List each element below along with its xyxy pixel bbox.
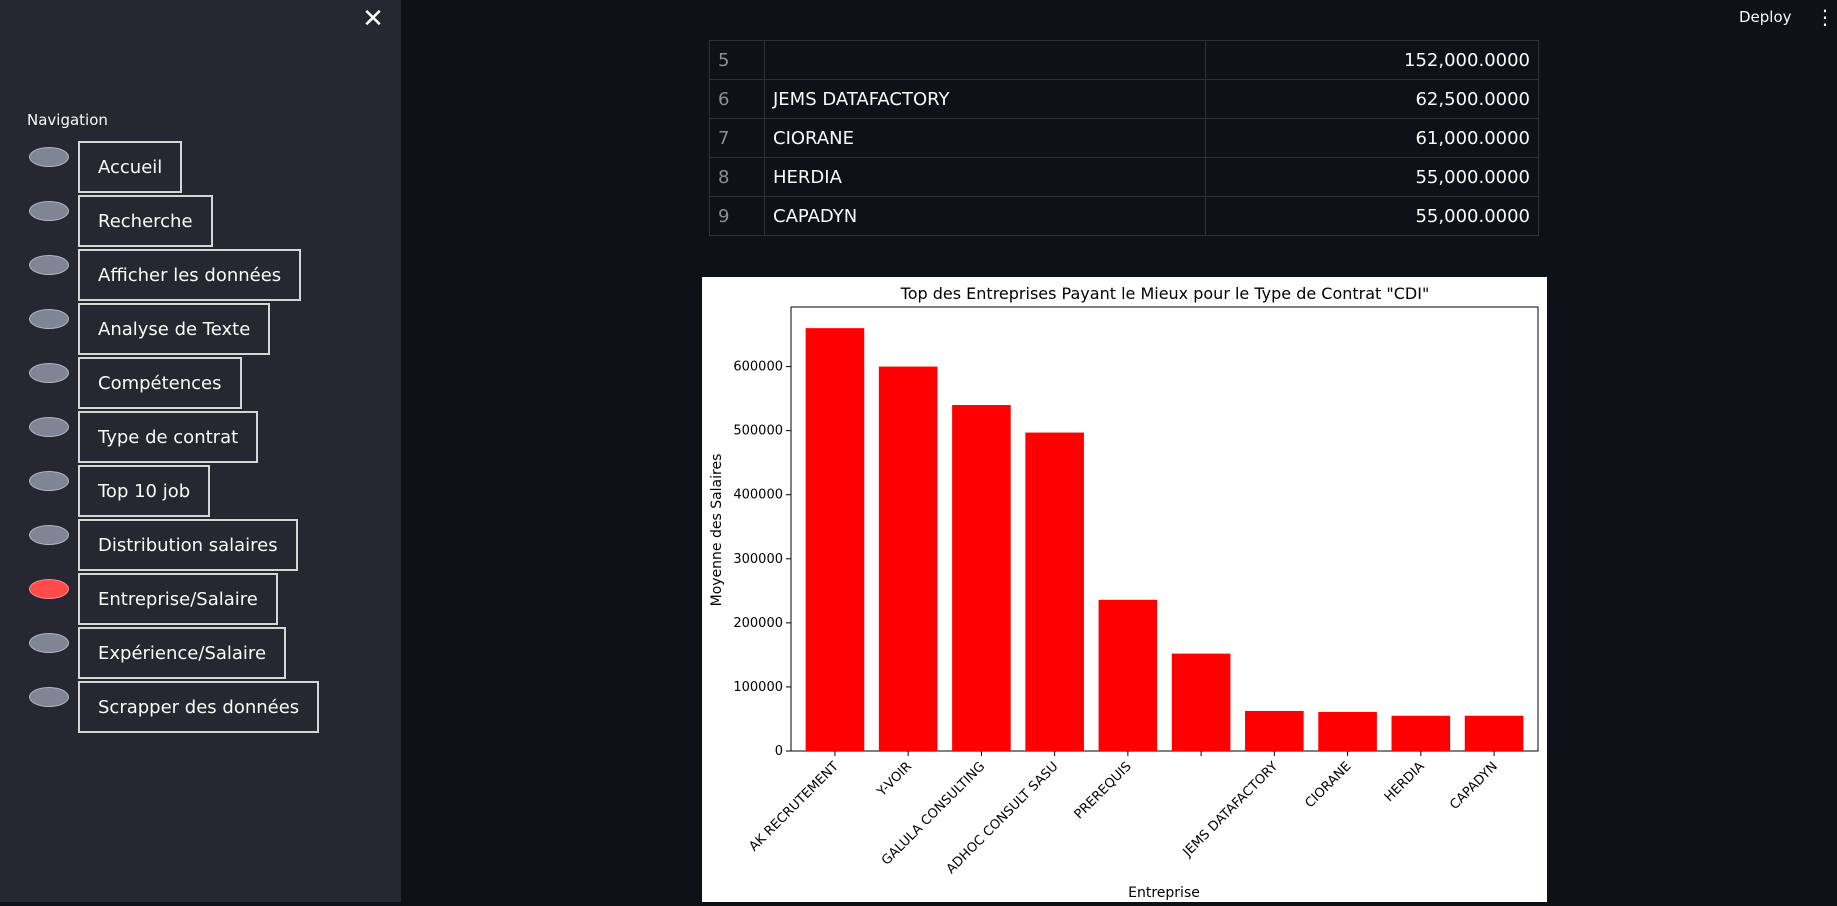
table-row: 8 HERDIA 55,000.0000 <box>709 157 1539 197</box>
radio-button[interactable] <box>29 579 69 599</box>
table-row: 9 CAPADYN 55,000.0000 <box>709 196 1539 236</box>
plot-frame <box>790 306 1539 752</box>
company-cell: JEMS DATAFACTORY <box>764 79 1206 119</box>
row-index: 5 <box>709 40 765 80</box>
nav-item[interactable]: Accueil <box>27 141 397 195</box>
y-tick-label: 600000 <box>733 360 783 375</box>
y-tick-label: 100000 <box>733 680 783 695</box>
table-row: 6 JEMS DATAFACTORY 62,500.0000 <box>709 79 1539 119</box>
radio-button[interactable] <box>29 687 69 707</box>
radio-button[interactable] <box>29 633 69 653</box>
nav-item[interactable]: Distribution salaires <box>27 519 397 573</box>
nav-item-label[interactable]: Expérience/Salaire <box>78 627 287 679</box>
y-tick-label: 500000 <box>733 424 783 439</box>
x-axis-label: Entreprise <box>1128 885 1200 901</box>
data-table: 5 152,000.0000 6 JEMS DATAFACTORY 62,500.000… <box>709 40 1539 236</box>
y-tick-label: 0 <box>775 744 783 759</box>
chart-svg: Top des Entreprises Payant le Mieux pour… <box>709 284 1539 901</box>
bar <box>1245 710 1304 751</box>
company-cell <box>764 40 1206 80</box>
navigation-label: Navigation <box>27 111 108 129</box>
nav-item[interactable]: Type de contrat <box>27 411 397 465</box>
row-index: 7 <box>709 118 765 158</box>
company-cell: CIORANE <box>764 118 1206 158</box>
nav-item-label[interactable]: Top 10 job <box>78 465 211 517</box>
radio-button[interactable] <box>29 147 69 167</box>
x-tick-label: AK RECRUTEMENT <box>747 759 842 854</box>
sidebar: ✕ Navigation Accueil Recherche Afficher le… <box>0 0 401 902</box>
table-row: 7 CIORANE 61,000.0000 <box>709 118 1539 158</box>
nav-item-label[interactable]: Scrapper des données <box>78 681 320 733</box>
nav-item-label[interactable]: Analyse de Texte <box>78 303 271 355</box>
row-index: 8 <box>709 157 765 197</box>
nav-item-label[interactable]: Type de contrat <box>78 411 259 463</box>
radio-button[interactable] <box>29 363 69 383</box>
deploy-button[interactable]: Deploy <box>1739 8 1792 26</box>
bar <box>878 366 938 751</box>
bar <box>1464 715 1524 751</box>
nav-item-label[interactable]: Afficher les données <box>78 249 302 301</box>
bar <box>1025 432 1084 751</box>
bar <box>1098 599 1158 751</box>
bar-chart: Top des Entreprises Payant le Mieux pour… <box>702 277 1547 902</box>
radio-button[interactable] <box>29 525 69 545</box>
nav-item[interactable]: Analyse de Texte <box>27 303 397 357</box>
row-index: 6 <box>709 79 765 119</box>
y-tick-label: 300000 <box>733 552 783 567</box>
nav-item[interactable]: Afficher les données <box>27 249 397 303</box>
radio-button[interactable] <box>29 201 69 221</box>
row-index: 9 <box>709 196 765 236</box>
radio-button[interactable] <box>29 417 69 437</box>
salary-cell: 61,000.0000 <box>1205 118 1539 158</box>
bar <box>952 405 1011 751</box>
radio-button[interactable] <box>29 471 69 491</box>
company-cell: CAPADYN <box>764 196 1206 236</box>
nav-item-label[interactable]: Compétences <box>78 357 242 409</box>
x-tick-label: CAPADYN <box>1447 759 1501 813</box>
nav-item[interactable]: Recherche <box>27 195 397 249</box>
chart-title: Top des Entreprises Payant le Mieux pour… <box>900 284 1430 303</box>
bar <box>805 328 865 751</box>
salary-cell: 55,000.0000 <box>1205 196 1539 236</box>
x-tick-label: PREREQUIS <box>1072 759 1135 822</box>
company-cell: HERDIA <box>764 157 1206 197</box>
y-axis-label: Moyenne des Salaires <box>709 454 725 607</box>
close-icon[interactable]: ✕ <box>362 4 384 34</box>
x-tick-label: Y-VOIR <box>874 759 915 800</box>
bar <box>1391 715 1451 751</box>
nav-item[interactable]: Compétences <box>27 357 397 411</box>
table-row: 5 152,000.0000 <box>709 40 1539 80</box>
nav-item[interactable]: Expérience/Salaire <box>27 627 397 681</box>
kebab-menu-icon[interactable]: ⋮ <box>1815 5 1835 29</box>
radio-button[interactable] <box>29 309 69 329</box>
salary-cell: 152,000.0000 <box>1205 40 1539 80</box>
nav-item[interactable]: Top 10 job <box>27 465 397 519</box>
x-tick-label: HERDIA <box>1382 759 1428 805</box>
bar <box>1318 711 1377 751</box>
nav-item-label[interactable]: Accueil <box>78 141 183 193</box>
bar <box>1171 653 1231 751</box>
nav-item[interactable]: Entreprise/Salaire <box>27 573 397 627</box>
nav-item-label[interactable]: Distribution salaires <box>78 519 298 571</box>
salary-cell: 62,500.0000 <box>1205 79 1539 119</box>
x-tick-label: JEMS DATAFACTORY <box>1180 759 1281 860</box>
nav-item-label[interactable]: Entreprise/Salaire <box>78 573 278 625</box>
y-tick-label: 200000 <box>733 616 783 631</box>
radio-button[interactable] <box>29 255 69 275</box>
nav-item-label[interactable]: Recherche <box>78 195 213 247</box>
nav-item[interactable]: Scrapper des données <box>27 681 397 735</box>
y-tick-label: 400000 <box>733 488 783 503</box>
x-tick-label: CIORANE <box>1302 759 1354 811</box>
salary-cell: 55,000.0000 <box>1205 157 1539 197</box>
